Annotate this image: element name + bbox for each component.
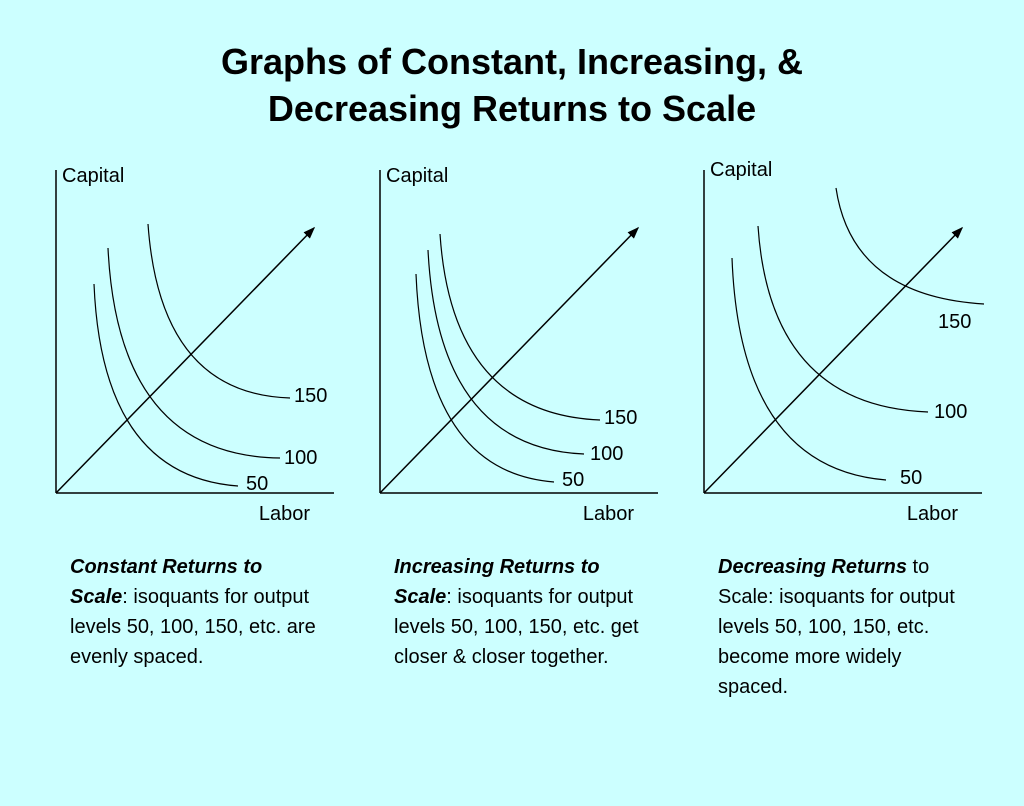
graph-panels-row: Capital 150 100 50 Labor Constant Return… xyxy=(42,156,1024,702)
isoquant-curve-50 xyxy=(731,258,887,481)
isoquant-label-100: 100 xyxy=(590,443,623,465)
isoquant-curve-150 xyxy=(835,188,985,305)
x-axis-label: Labor xyxy=(259,503,310,525)
title-line-1: Graphs of Constant, Increasing, & xyxy=(220,41,804,82)
caption-rest: : isoquants for output levels 50, 100, 1… xyxy=(394,586,639,669)
panel-decreasing-returns: Capital 150 100 50 Labor Decreasing Retu… xyxy=(690,156,990,702)
isoquant-curve-50 xyxy=(415,274,555,483)
x-axis-label: Labor xyxy=(907,503,958,525)
x-axis-label: Labor xyxy=(583,503,634,525)
expansion-ray-arrow xyxy=(55,227,316,494)
isoquant-label-150: 150 xyxy=(938,311,971,333)
expansion-ray-arrow xyxy=(379,227,640,494)
caption-lead: Decreasing Returns xyxy=(718,556,907,579)
y-axis-label: Capital xyxy=(62,165,124,187)
isoquant-label-50: 50 xyxy=(900,467,922,489)
isoquant-graph-increasing: Capital 150 100 50 Labor xyxy=(379,165,658,525)
caption-constant-returns: Constant Returns to Scale: isoquants for… xyxy=(70,552,324,672)
isoquant-label-150: 150 xyxy=(294,385,327,407)
isoquant-label-50: 50 xyxy=(562,469,584,491)
isoquant-graph-decreasing: Capital 150 100 50 Labor xyxy=(703,159,985,525)
isoquant-label-150: 150 xyxy=(604,407,637,429)
isoquant-curve-100 xyxy=(757,226,929,413)
caption-lead: Constant Returns to Scale xyxy=(70,556,263,609)
isoquant-curve-50 xyxy=(93,284,239,487)
isoquant-curve-100 xyxy=(107,248,281,459)
caption-lead: Increasing Returns to Scale xyxy=(394,556,600,609)
caption-rest: to Scale: isoquants for output levels 50… xyxy=(718,556,955,699)
isoquant-graph-constant: Capital 150 100 50 Labor xyxy=(55,165,334,525)
panel-constant-returns: Capital 150 100 50 Labor Constant Return… xyxy=(42,156,342,702)
y-axis-label: Capital xyxy=(710,159,772,181)
isoquant-curve-100 xyxy=(427,250,585,455)
expansion-ray-arrow xyxy=(703,227,964,494)
isoquant-label-100: 100 xyxy=(934,401,967,423)
caption-increasing-returns: Increasing Returns to Scale: isoquants f… xyxy=(394,552,648,672)
page-title: Graphs of Constant, Increasing, & Decrea… xyxy=(0,38,1024,132)
isoquant-curve-150 xyxy=(439,234,601,421)
isoquant-label-100: 100 xyxy=(284,447,317,469)
panel-increasing-returns: Capital 150 100 50 Labor Increasing Retu… xyxy=(366,156,666,702)
caption-decreasing-returns: Decreasing Returns to Scale: isoquants f… xyxy=(718,552,972,702)
caption-rest: : isoquants for output levels 50, 100, 1… xyxy=(70,586,316,669)
isoquant-label-50: 50 xyxy=(246,473,268,495)
y-axis-label: Capital xyxy=(386,165,448,187)
title-line-2: Decreasing Returns to Scale xyxy=(267,88,757,129)
isoquant-curve-150 xyxy=(147,224,291,399)
